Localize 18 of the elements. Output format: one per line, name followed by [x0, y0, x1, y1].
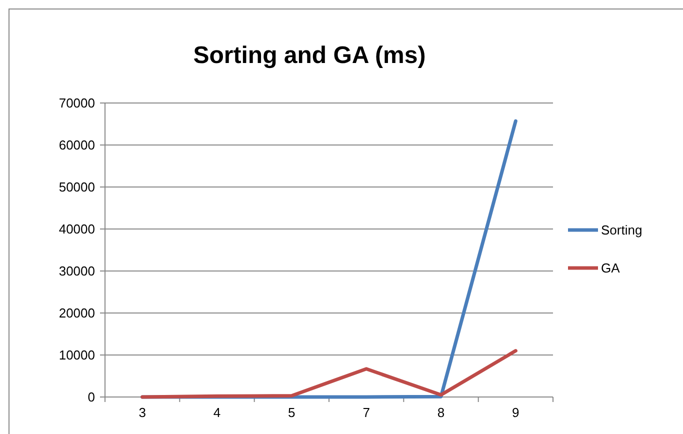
x-tick-label: 8 — [437, 405, 445, 420]
y-tick-label: 0 — [88, 390, 95, 405]
chart-title: Sorting and GA (ms) — [193, 42, 426, 69]
y-tick-label: 20000 — [58, 306, 95, 321]
y-tick-label: 30000 — [58, 264, 95, 279]
y-tick-label: 60000 — [58, 138, 95, 153]
x-tick-label: 7 — [362, 405, 370, 420]
x-tick-label: 9 — [512, 405, 520, 420]
x-tick-label: 4 — [213, 405, 221, 420]
x-tick-label: 5 — [288, 405, 296, 420]
y-tick-label: 10000 — [58, 348, 95, 363]
y-tick-label: 70000 — [58, 96, 95, 111]
legend-label: GA — [601, 260, 620, 276]
y-tick-label: 40000 — [58, 222, 95, 237]
line-series — [140, 349, 518, 399]
y-tick-label: 50000 — [58, 180, 95, 195]
x-tick-label: 3 — [138, 405, 146, 420]
legend-label: Sorting — [601, 222, 642, 238]
